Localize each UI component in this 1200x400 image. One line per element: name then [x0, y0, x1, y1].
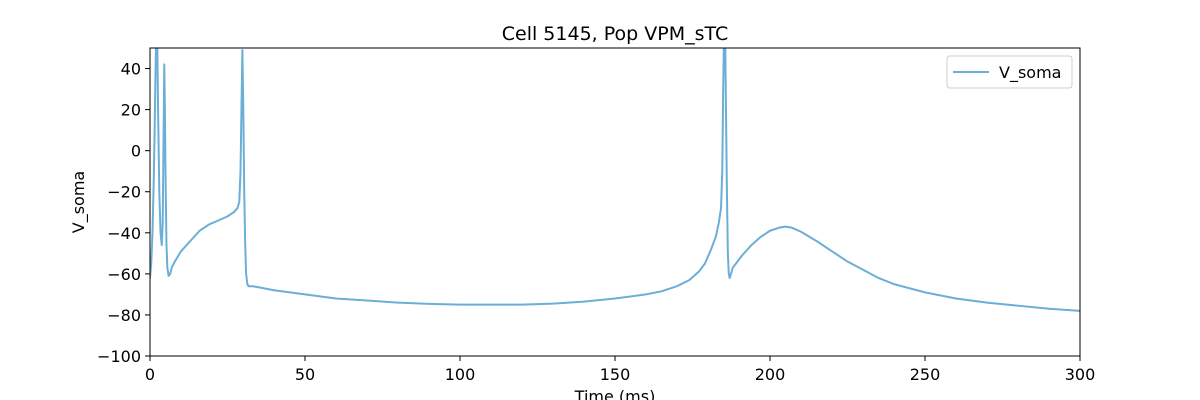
- y-tick-label: −60: [107, 265, 141, 284]
- y-tick-label: 40: [121, 60, 141, 79]
- x-tick-label: 250: [910, 365, 941, 384]
- plot-frame: [149, 47, 1081, 357]
- x-tick-label: 150: [600, 365, 631, 384]
- y-axis-label: V_soma: [69, 171, 89, 233]
- y-tick-label: 20: [121, 101, 141, 120]
- y-tick-label: 0: [131, 142, 141, 161]
- x-tick-label: 300: [1065, 365, 1096, 384]
- x-tick-label: 0: [145, 365, 155, 384]
- x-tick-label: 100: [445, 365, 476, 384]
- y-tick-label: −80: [107, 306, 141, 325]
- legend: V_soma: [946, 55, 1073, 89]
- series-line-0: [150, 48, 1080, 312]
- x-tick-label: 50: [295, 365, 315, 384]
- x-axis-label: Time (ms): [574, 387, 656, 400]
- series-layer: [150, 48, 1080, 312]
- y-tick-label: −20: [107, 183, 141, 202]
- x-axis: 0 50 100 150 200 250 300: [145, 356, 1095, 384]
- legend-label-v-soma: V_soma: [999, 63, 1061, 83]
- y-tick-label: −100: [97, 347, 141, 366]
- y-axis: −100 −80 −60 −40 −20 0 20 40: [97, 60, 150, 366]
- x-tick-label: 200: [755, 365, 786, 384]
- y-tick-label: −40: [107, 224, 141, 243]
- chart-title: Cell 5145, Pop VPM_sTC: [502, 23, 729, 45]
- legend-box: [946, 55, 1073, 89]
